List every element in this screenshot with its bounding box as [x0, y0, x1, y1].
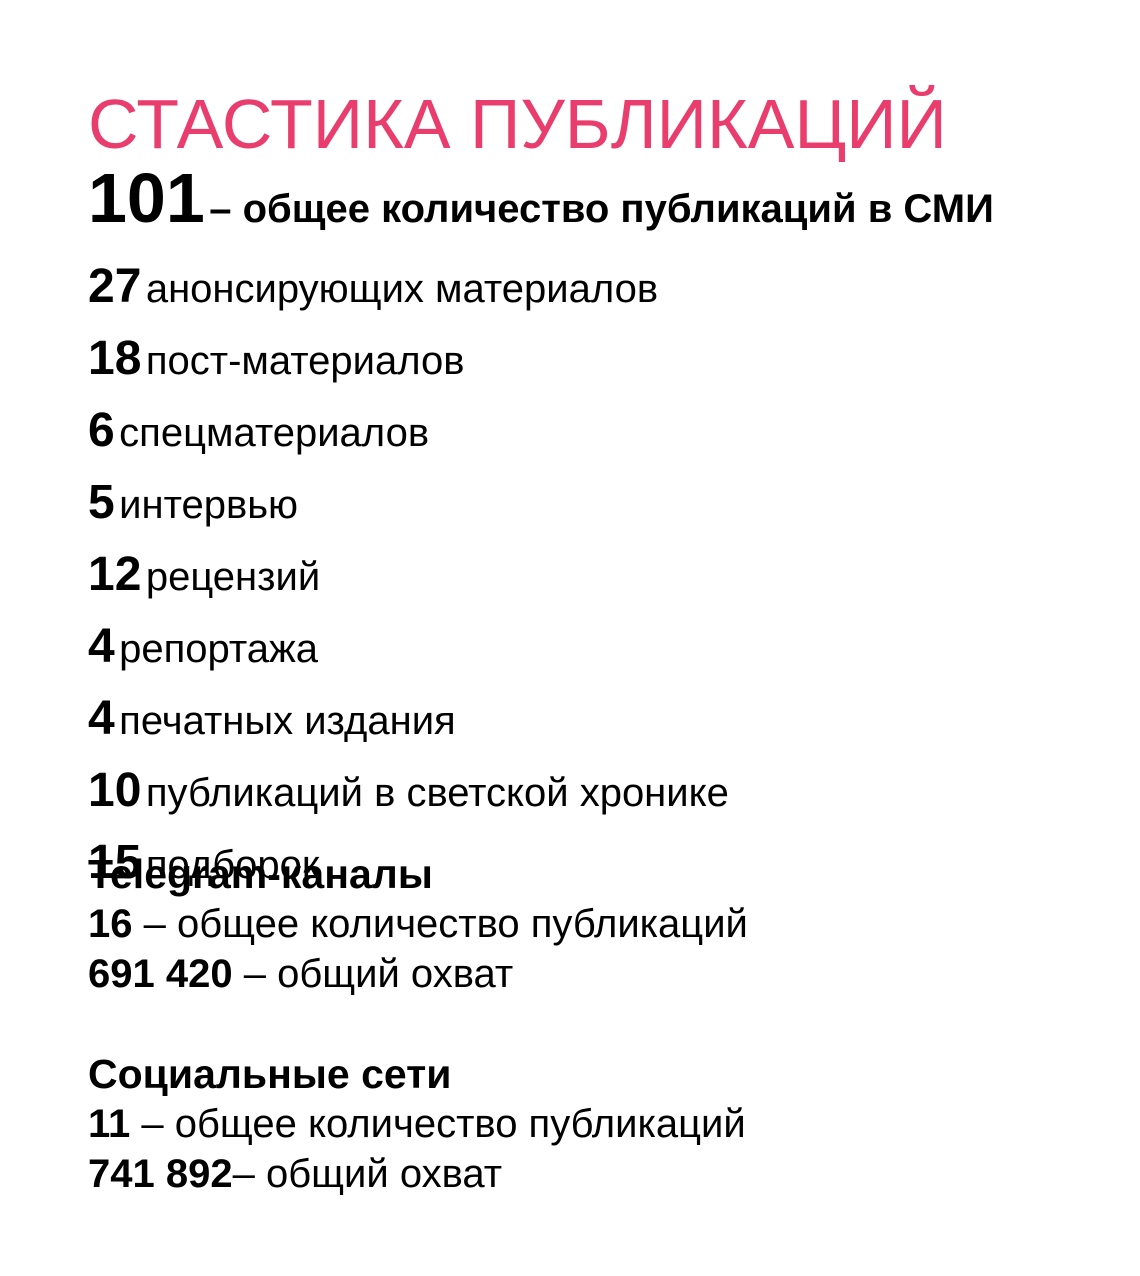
stat-row-print-editions: 4 печатных издания [88, 688, 994, 760]
stat-number: 27 [88, 260, 142, 313]
stat-label: рецензий [145, 555, 321, 599]
stat-label: анонсирующих материалов [145, 267, 659, 311]
stat-number: 18 [88, 332, 142, 385]
stat-number: 691 420 [88, 952, 233, 996]
page-title: СТАСТИКА ПУБЛИКАЦИЙ [88, 84, 947, 163]
stat-label: подборок [145, 843, 320, 887]
stat-number: 6 [88, 404, 115, 457]
social-networks-section: Социальные сети 11 – общее количество пу… [88, 1049, 746, 1199]
stat-row-reportages: 4 репортажа [88, 616, 994, 688]
stat-label: публикаций в светской хронике [145, 771, 729, 815]
stat-number: 5 [88, 476, 115, 529]
stat-label: репортажа [119, 627, 319, 671]
social-publications-row: 11 – общее количество публикаций [88, 1099, 746, 1149]
stat-row-announcing: 27 анонсирующих материалов [88, 256, 994, 328]
stat-number: 101 [88, 159, 205, 237]
stat-label: интервью [119, 483, 299, 527]
stat-number: 10 [88, 764, 142, 817]
stat-label: – общее количество публикаций [132, 902, 748, 946]
stat-number: 12 [88, 548, 142, 601]
stat-label: – общее количество публикаций [130, 1102, 746, 1146]
stat-label: печатных издания [119, 699, 456, 743]
telegram-reach-row: 691 420 – общий охват [88, 949, 748, 999]
stat-row-society-chronicle: 10 публикаций в светской хронике [88, 760, 994, 832]
stat-label: – общий охват [232, 952, 514, 996]
telegram-section-heading: Telegram-каналы [88, 851, 433, 897]
stat-row-interviews: 5 интервью [88, 472, 994, 544]
telegram-section: Telegram-каналы 16 – общее количество пу… [88, 849, 748, 999]
telegram-publications-row: 16 – общее количество публикаций [88, 899, 748, 949]
stat-number: 741 892 [88, 1152, 233, 1196]
publication-stats-list: 101 – общее количество публикаций в СМИ … [88, 160, 994, 904]
stat-row-post-materials: 18 пост-материалов [88, 328, 994, 400]
stat-label: спецматериалов [119, 411, 430, 455]
stat-label: пост-материалов [145, 339, 465, 383]
stat-row-total-smi: 101 – общее количество публикаций в СМИ [88, 160, 994, 256]
stat-label: – общее количество публикаций в СМИ [209, 187, 994, 231]
stat-number: 4 [88, 620, 115, 673]
stat-number: 4 [88, 692, 115, 745]
social-reach-row: 741 892– общий охват [88, 1149, 746, 1199]
stat-label: – общий охват [232, 1152, 503, 1196]
stat-row-compilations: 15 подборок [88, 832, 994, 904]
stat-row-reviews: 12 рецензий [88, 544, 994, 616]
stat-row-special-materials: 6 спецматериалов [88, 400, 994, 472]
stat-number: 15 [88, 836, 142, 889]
stat-number: 16 [88, 902, 133, 946]
social-section-heading: Социальные сети [88, 1051, 452, 1097]
stat-number: 11 [88, 1102, 131, 1146]
